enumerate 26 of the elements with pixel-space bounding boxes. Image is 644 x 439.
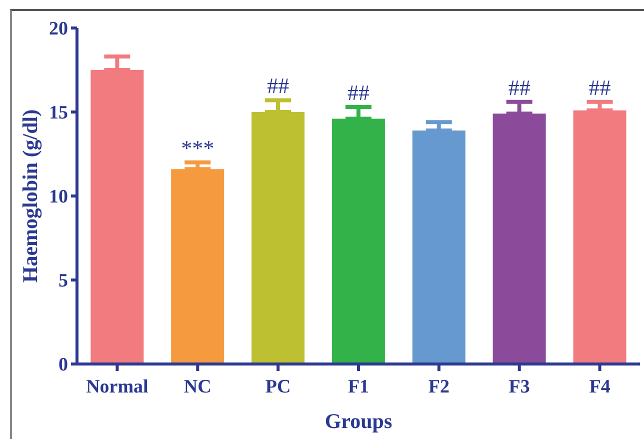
bar [492,114,546,364]
y-tick-label: 20 [49,18,68,40]
x-tick-label: F3 [508,376,530,398]
annotation: ## [348,80,370,105]
y-tick-label: 5 [58,270,68,292]
annotation: ## [588,74,611,100]
bar [412,130,466,364]
x-axis-title: Groups [324,409,392,433]
bar [252,112,305,364]
bar [332,118,385,364]
y-tick-label: 0 [58,354,68,376]
x-tick-label: F2 [428,376,450,398]
x-tick-label: NC [184,376,212,398]
y-axis-title: Haemoglobin (g/dl) [18,109,42,283]
annotation: *** [181,135,214,160]
x-tick-label: PC [265,376,291,398]
x-tick-label: Normal [86,376,148,398]
y-tick-label: 10 [49,186,68,208]
bar [90,70,144,364]
x-tick-label: F1 [348,376,370,398]
annotation: ## [267,73,290,98]
x-tick-label: F4 [589,376,611,398]
annotation: ## [508,74,530,100]
bar [573,110,626,364]
y-tick-label: 15 [49,102,68,124]
bar [171,169,224,364]
